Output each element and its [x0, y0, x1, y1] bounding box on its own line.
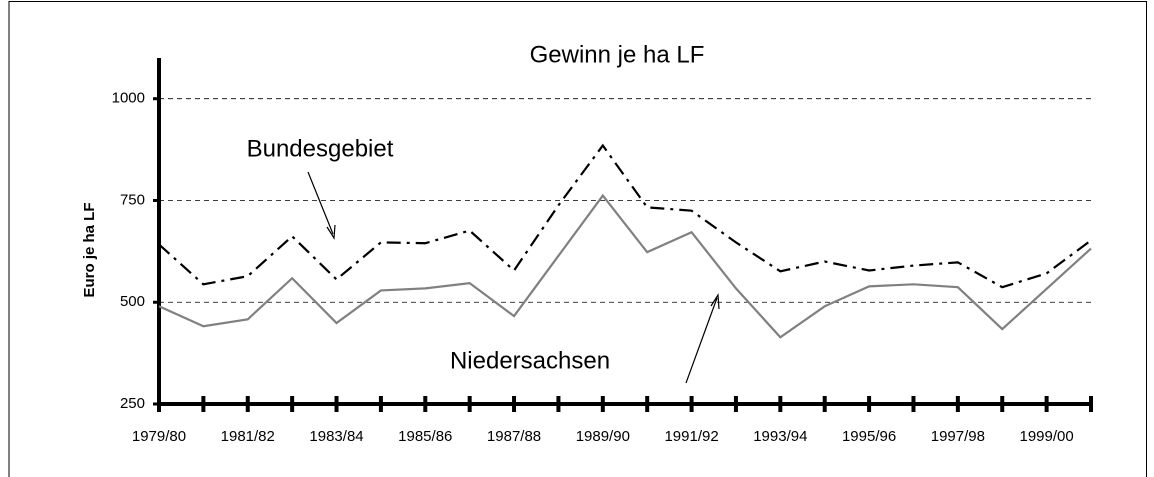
arrow-head [710, 293, 720, 310]
arrow [307, 171, 334, 235]
chart-title: Gewinn je ha LF [530, 41, 705, 68]
frame [8, 1, 1147, 477]
x-tick-label: 1995/96 [842, 428, 896, 445]
x-tick-label: 1987/88 [487, 428, 541, 445]
x-tick-label: 1979/80 [132, 428, 186, 445]
legend-label: Niedersachsen [450, 347, 610, 374]
y-tick-label: 500 [120, 293, 145, 310]
line [158, 193, 1092, 339]
y-axis-label: Euro je ha LF [81, 202, 98, 297]
x-tick-label: 1991/92 [664, 428, 718, 445]
arrow [685, 297, 718, 384]
x-tick-label: 1997/98 [931, 428, 985, 445]
arrow-head [326, 224, 336, 240]
line [158, 143, 1092, 289]
x-tick-label: 1985/86 [398, 428, 452, 445]
y-tick-label: 750 [120, 191, 145, 208]
x-tick-label: 1983/84 [309, 428, 363, 445]
x-tick-label: 1999/00 [1020, 428, 1074, 445]
y-tick-label: 1000 [112, 90, 145, 107]
x-tick-label: 1981/82 [221, 428, 275, 445]
legend-label: Bundesgebiet [247, 135, 394, 162]
x-tick-label: 1993/94 [753, 428, 807, 445]
x-tick-label: 1989/90 [576, 428, 630, 445]
y-tick-label: 250 [120, 395, 145, 412]
